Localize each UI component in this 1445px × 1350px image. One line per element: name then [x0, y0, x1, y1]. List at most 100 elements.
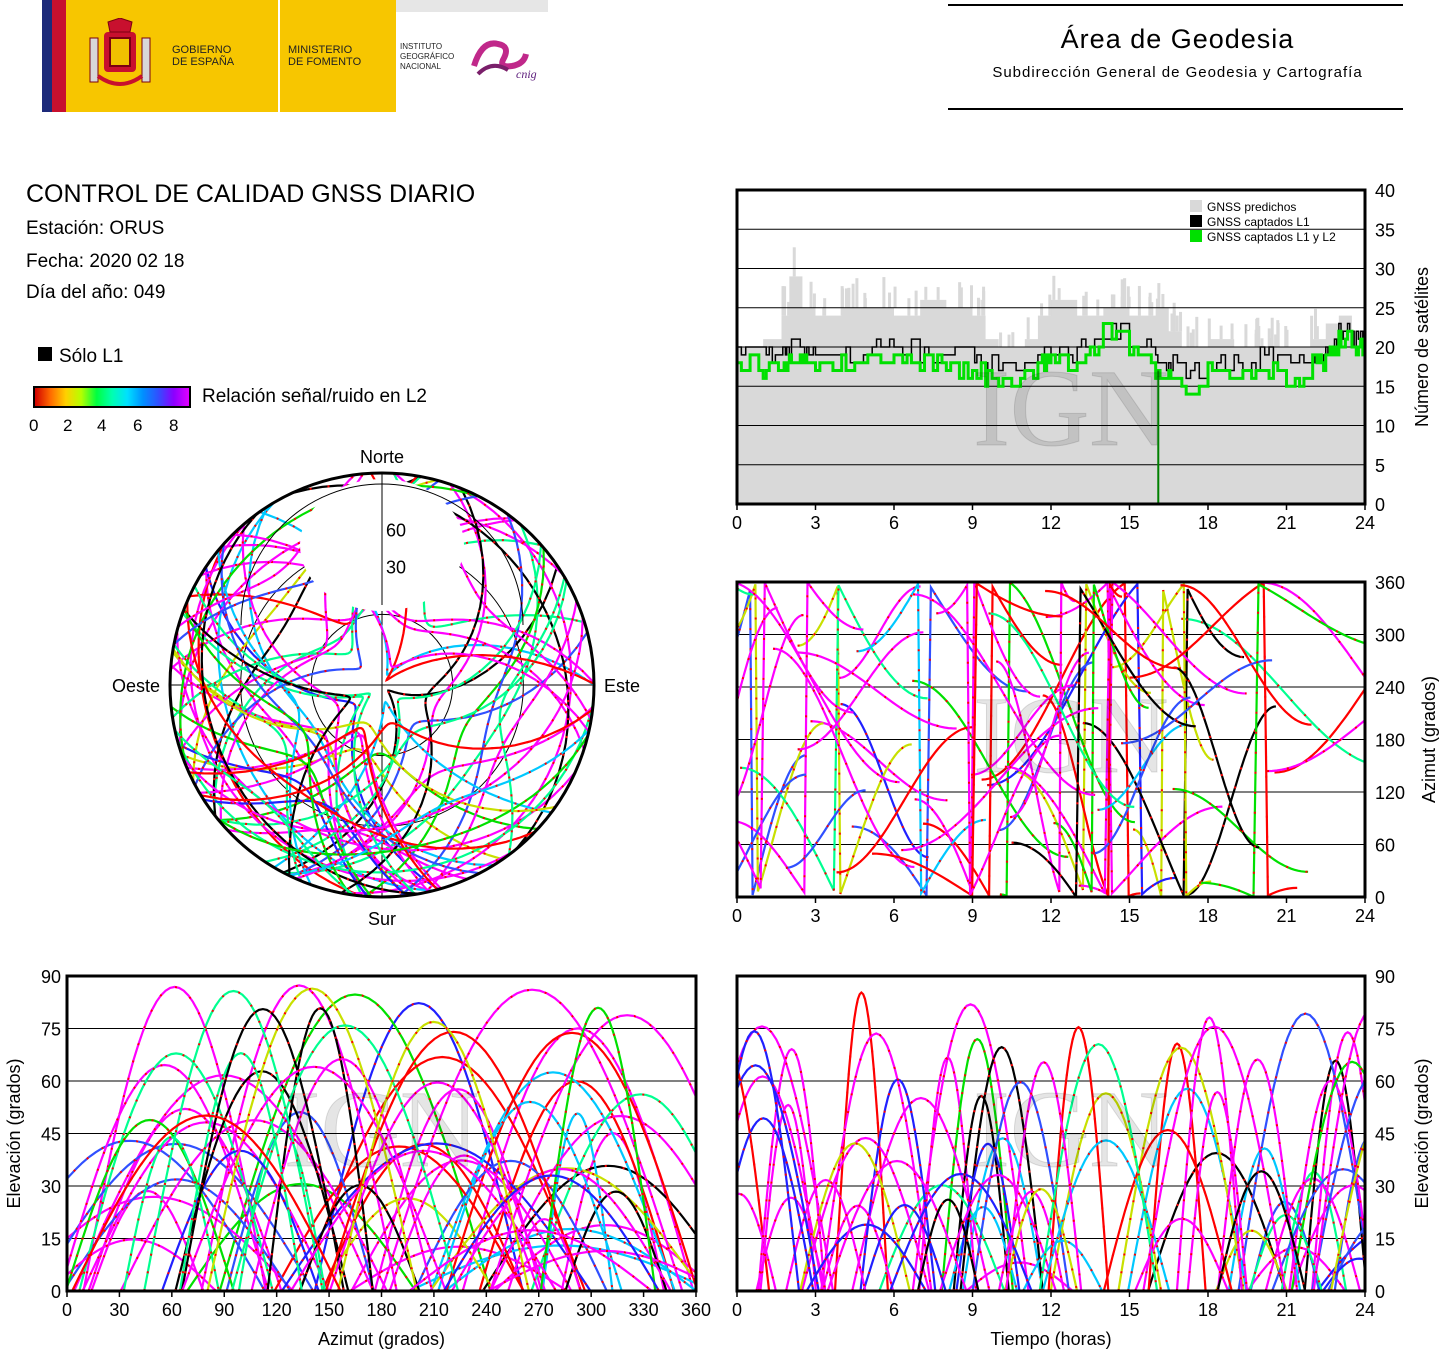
y-tick-label: 20 [1375, 338, 1395, 358]
y-tick-label: 10 [1375, 417, 1395, 437]
eltime-low-snr [1246, 1246, 1347, 1291]
azimuth-trace [737, 582, 864, 896]
x-tick-label: 21 [1276, 513, 1296, 533]
sky-trace [182, 616, 584, 833]
l1-only-label: Sólo L1 [59, 346, 124, 367]
predicted-spike [1007, 334, 1011, 347]
elaz-trace [90, 1189, 205, 1291]
elaz-low-snr [179, 1052, 303, 1291]
eltime-low-snr [821, 1204, 895, 1291]
azimuth-low-snr [1014, 583, 1151, 891]
sky-low-snr [173, 644, 303, 882]
eltime-trace [959, 1045, 1044, 1291]
azimuth-low-snr [836, 726, 973, 874]
y-tick-label: 0 [1375, 495, 1385, 515]
predicted-spike [792, 247, 796, 277]
eltime-low-snr [1333, 1139, 1365, 1291]
elaz-trace [78, 1052, 274, 1291]
eltime-trace [862, 1203, 947, 1291]
x-tick-label: 18 [1198, 1300, 1218, 1320]
inst-line2: GEOGRÁFICO [400, 52, 455, 61]
eltime-trace [1290, 1060, 1365, 1291]
azimuth-low-snr [1092, 696, 1191, 855]
x-tick-label: 15 [1119, 906, 1139, 926]
y-tick-label: 300 [1375, 626, 1405, 646]
predicted-spike [863, 298, 867, 308]
sky-trace [189, 521, 514, 883]
azimuth-trace [1173, 666, 1260, 849]
eltime-low-snr [971, 1081, 1070, 1291]
predicted-spike [1310, 315, 1314, 347]
eltime-low-snr [1271, 1168, 1365, 1291]
eltime-trace [1316, 1237, 1365, 1291]
series-l1-line [737, 322, 1366, 380]
predicted-spike [1127, 296, 1131, 308]
azimuth-trace [737, 582, 900, 784]
snr-tick: 0 [29, 416, 39, 435]
elaz-trace [273, 1145, 525, 1291]
predicted-spike [1157, 283, 1161, 308]
x-tick-label: 300 [576, 1300, 606, 1320]
predicted-spike [907, 298, 911, 316]
azimuth-low-snr [1053, 584, 1149, 893]
min-line1: MINISTERIO [288, 44, 353, 56]
x-tick-label: 15 [1119, 513, 1139, 533]
eltime-trace [800, 1136, 931, 1291]
sky-low-snr [205, 566, 431, 893]
elaz-trace [380, 988, 684, 1291]
header-rule-top [948, 4, 1403, 6]
predicted-spike [1120, 279, 1124, 308]
elaz-trace [181, 1065, 447, 1291]
eltime-trace [1041, 1139, 1171, 1291]
elaz-trace [143, 989, 324, 1291]
azimuth-trace [797, 586, 912, 895]
azimuth-trace [1180, 584, 1312, 726]
x-tick-label: 24 [1355, 513, 1375, 533]
predicted-spike [851, 283, 855, 308]
y-tick-label: 15 [1375, 377, 1395, 397]
y-tick-label: 5 [1375, 456, 1385, 476]
y-tick-label: 240 [1375, 678, 1405, 698]
azimuth-trace [797, 631, 924, 751]
sky-trace [288, 729, 590, 877]
elaz-trace [218, 993, 492, 1291]
elaz-trace [67, 1142, 315, 1291]
snr-tick: 6 [133, 416, 143, 435]
inst-line1: INSTITUTO [400, 42, 443, 51]
predicted-spike [1244, 324, 1248, 347]
eltime-trace [820, 1032, 933, 1291]
predicted-spike [1040, 303, 1044, 316]
elaz-trace [180, 1007, 345, 1291]
ign-logo-icon: cnig [471, 40, 537, 81]
legend-swatch [1190, 230, 1202, 242]
azimuth-trace [1181, 617, 1365, 764]
elaz-low-snr [437, 1100, 623, 1291]
eltime-low-snr [1288, 1079, 1365, 1291]
predicted-spike [855, 278, 859, 308]
eltime-trace [1003, 1187, 1079, 1291]
eltime-low-snr [859, 1078, 937, 1291]
snr-label: Relación señal/ruido en L2 [202, 386, 427, 407]
ign-watermark: IGN [973, 1068, 1169, 1190]
x-tick-label: 21 [1276, 906, 1296, 926]
sky-trace [200, 513, 420, 895]
predicted-spike [1084, 291, 1088, 316]
x-axis-label: Azimut (grados) [318, 1329, 445, 1349]
sky-low-snr [273, 700, 552, 869]
y-axis-label: Elevación (grados) [1412, 1058, 1432, 1208]
x-tick-label: 3 [810, 906, 820, 926]
eltime-trace [757, 1047, 827, 1291]
x-tick-label: 150 [314, 1300, 344, 1320]
azimuth-frame [735, 580, 1367, 899]
x-tick-label: 0 [732, 513, 742, 533]
sky-low-snr [340, 487, 485, 894]
snr-tick: 2 [63, 416, 73, 435]
x-tick-label: 6 [889, 513, 899, 533]
azimuth-trace [840, 702, 929, 859]
sky-trace [200, 708, 594, 802]
sky-trace [186, 601, 536, 850]
predicted-spike [1172, 302, 1176, 332]
eltime-trace [1333, 1139, 1365, 1291]
predicted-spike [970, 285, 974, 308]
legend-label: GNSS predichos [1207, 200, 1296, 214]
